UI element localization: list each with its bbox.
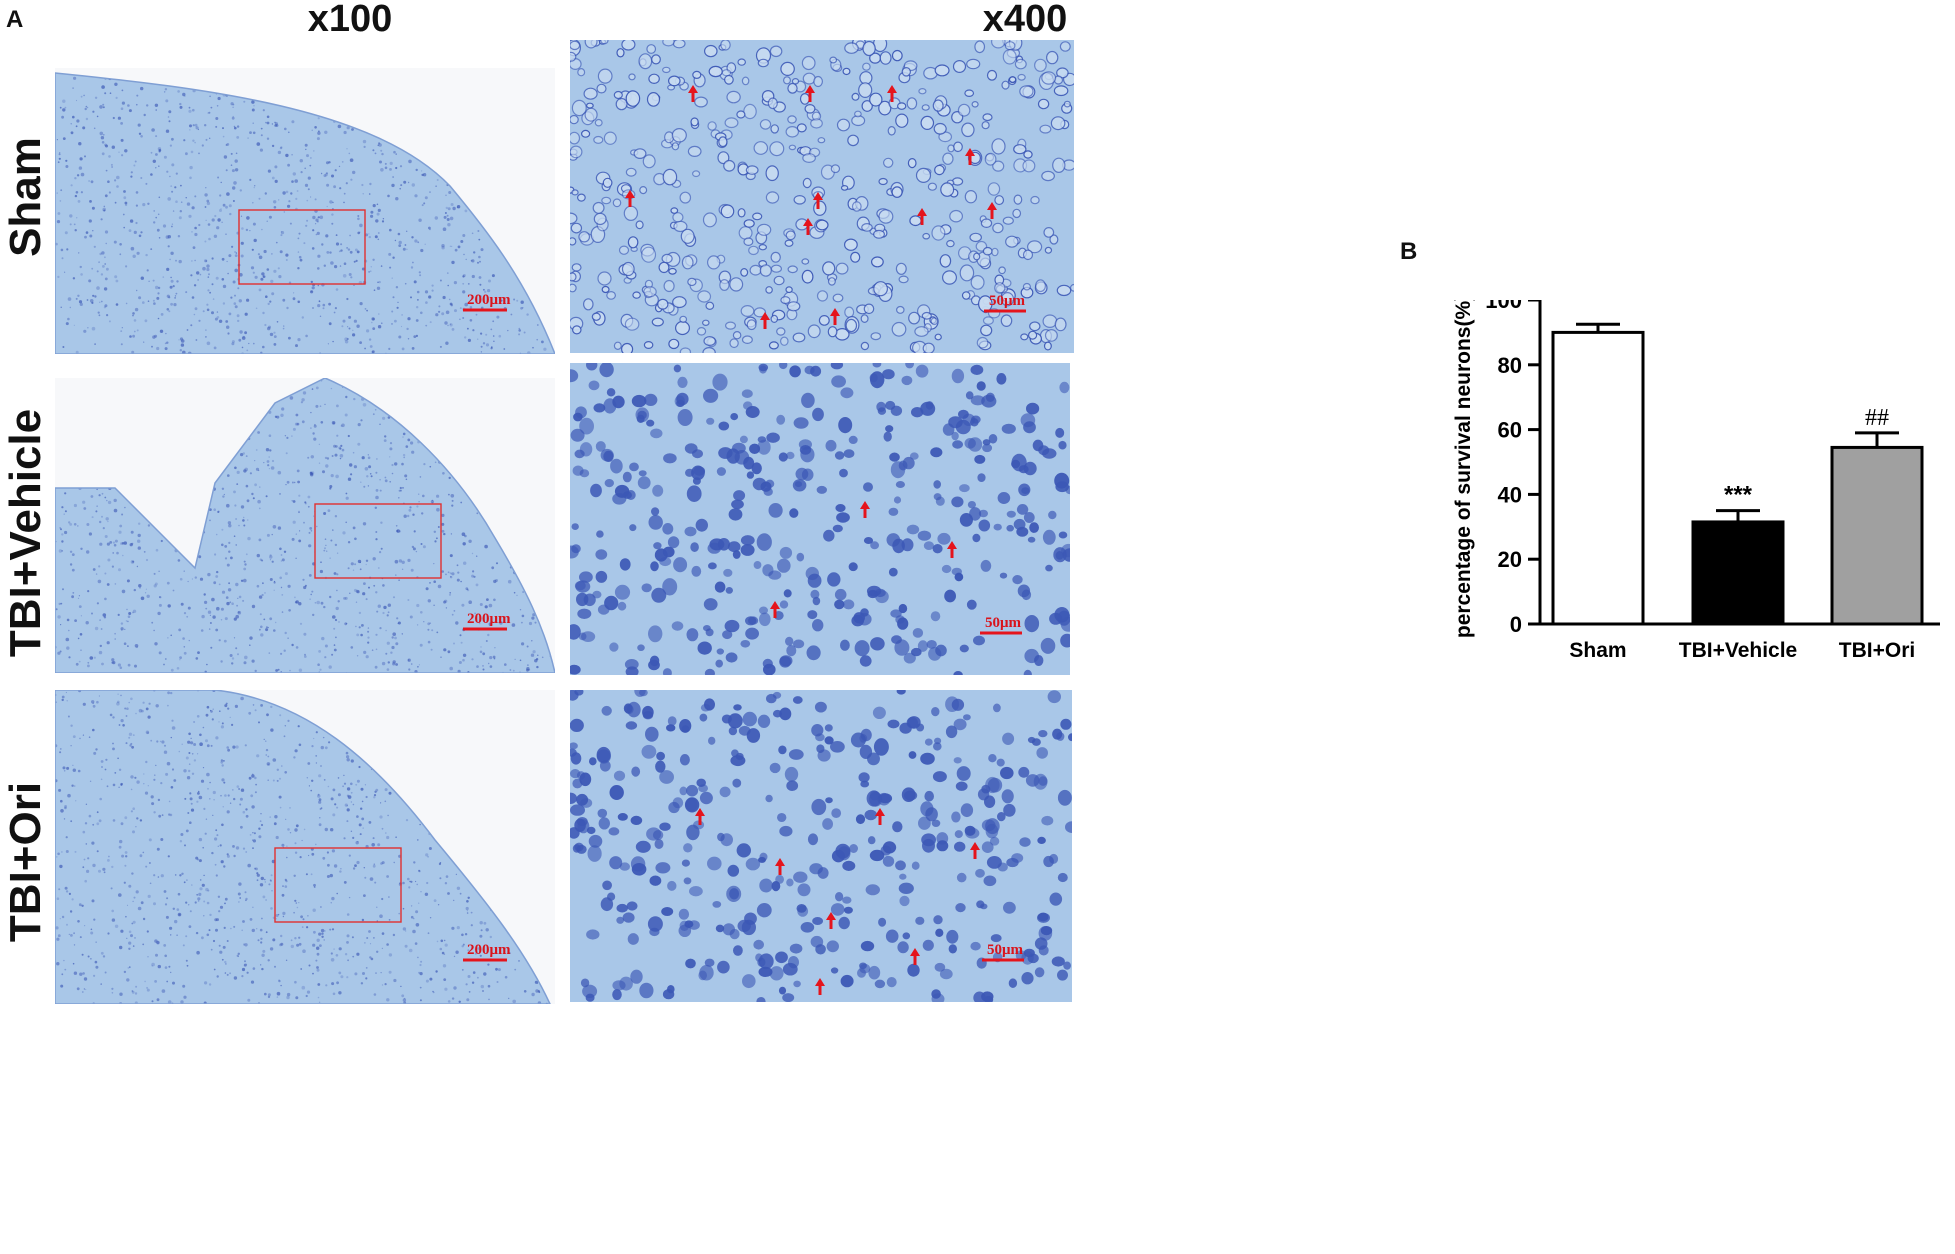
y-tick-label: 40 [1498,482,1522,507]
neuron-arrow-marker [917,208,927,225]
micrograph-sham-x100: 200μm [55,68,555,354]
micrograph-tbi-ori-x100: 200μm [55,690,555,1004]
neuron-arrow-marker [625,190,635,207]
x-tick-label: Sham [1569,639,1626,662]
bar-sham [1551,330,1645,626]
y-tick-label: 100 [1485,300,1522,313]
scale-bar-label: 200μm [467,942,511,958]
neuron-arrow-marker [887,85,897,102]
neuron-arrow-marker [805,85,815,102]
survival-neurons-bar-chart: 0 20 40 60 80 100 percentage of survival neuro… [1452,300,1940,662]
micrograph-tbi-vehicle-x100: 200μm [55,378,555,673]
neuron-arrow-marker [965,148,975,165]
scale-bar-label: 200μm [467,292,511,308]
neuron-arrow-marker [987,202,997,219]
y-tick-label: 0 [1510,612,1522,637]
neuron-arrow-marker [815,978,825,995]
neuron-arrow-marker [775,858,785,875]
significance-annotation: *** [1724,482,1753,509]
panel-label-b: B [1400,238,1418,265]
neuron-arrow-marker [695,808,705,825]
scale-bar-label: 50μm [989,293,1026,309]
x-tick-label: TBI+Ori [1839,639,1915,662]
region-of-interest-box [238,209,366,285]
micrograph-sham-x400: 50μm [570,40,1074,353]
neuron-arrow-marker [770,601,780,618]
neuron-arrow-marker [826,912,836,929]
neuron-arrow-marker [760,312,770,329]
row-label-tbi-ori: TBI+Ori [1,781,50,943]
y-tick-label: 80 [1498,353,1522,378]
neuron-arrow-marker [830,308,840,325]
neuron-arrow-marker [910,948,920,965]
scale-bar-label: 50μm [987,942,1024,958]
neuron-arrow-marker [803,218,813,235]
column-header-x400: x400 [982,0,1068,40]
panel-label-a: A [6,6,24,33]
significance-annotation: ## [1865,405,1889,431]
neuron-arrow-marker [970,842,980,859]
y-axis-label: percentage of survival neurons(%) [1452,300,1475,638]
neuron-arrow-marker [860,501,870,518]
scale-bar-label: 50μm [985,615,1022,631]
bar-tbi-vehicle [1691,520,1785,626]
column-header-x100: x100 [307,0,393,40]
micrograph-tbi-vehicle-x400: 50μm [570,363,1070,675]
row-label-sham: Sham [1,137,50,257]
micrograph-tbi-ori-x400: 50μm [570,690,1072,1002]
y-tick-label: 20 [1498,547,1522,572]
scale-bar-label: 200μm [467,611,511,627]
x-tick-label: TBI+Vehicle [1679,639,1797,662]
y-tick-label: 60 [1498,418,1522,443]
neuron-arrow-marker [813,192,823,209]
neuron-arrow-marker [875,808,885,825]
neuron-arrow-marker [688,85,698,102]
neuron-arrow-marker [947,541,957,558]
region-of-interest-box [274,847,402,923]
region-of-interest-box [314,503,442,579]
row-label-tbi-vehicle: TBI+Vehicle [1,408,50,658]
bar-tbi-ori [1830,445,1924,626]
